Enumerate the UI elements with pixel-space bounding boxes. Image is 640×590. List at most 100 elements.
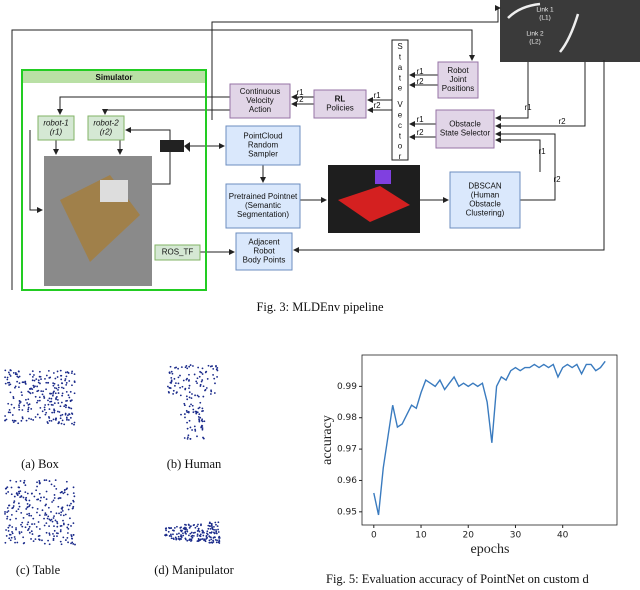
cloud-point (35, 378, 38, 381)
cloud-point (201, 407, 204, 410)
cloud-point (45, 381, 48, 384)
cloud-point (208, 541, 211, 544)
cloud-point (64, 513, 67, 516)
cloud-point (31, 506, 34, 509)
cloud-point (64, 379, 66, 382)
cloud-point (194, 394, 196, 397)
cloud-point (48, 480, 51, 482)
cloud-point (33, 379, 36, 382)
cloud-point (48, 408, 51, 411)
cloud-point (197, 395, 200, 398)
cloud-point (36, 511, 38, 514)
render-label: (L1) (539, 15, 551, 22)
node-label: State Selector (440, 129, 491, 138)
cloud-point (53, 535, 55, 538)
cloud-point (45, 522, 48, 524)
node-label: Pretrained Pointnet (229, 192, 298, 201)
cloud-point (213, 532, 216, 535)
cloud-point (43, 517, 45, 520)
cloud-point (172, 533, 174, 536)
cloud-point (66, 532, 69, 534)
cloud-point (18, 531, 21, 533)
cloud-point (53, 382, 56, 385)
cloud-point (57, 389, 59, 391)
cloud-point (170, 527, 173, 529)
cloud-point (48, 532, 51, 535)
cloud-point (214, 538, 217, 541)
cloud-point (56, 398, 59, 401)
cloud-point (206, 536, 209, 539)
cloud-point (201, 538, 204, 540)
node-box (235, 232, 293, 271)
cloud-point (59, 417, 62, 420)
cloud-point (68, 504, 71, 507)
cloud-point (67, 419, 70, 421)
cloud-point (54, 392, 57, 395)
cloud-point (27, 408, 30, 411)
cloud-point (22, 516, 25, 519)
cloud-point (5, 529, 7, 531)
cloud-point (14, 541, 16, 544)
cloud-point (48, 543, 51, 546)
cloud-point (66, 536, 69, 539)
cloud-point (36, 481, 38, 484)
cloud-point (192, 365, 194, 367)
cloud-point (206, 530, 209, 533)
cloud-point (47, 506, 50, 509)
edge-label: r2 (558, 117, 566, 126)
cloud-point (18, 375, 21, 378)
cloud-point (48, 397, 51, 400)
cloud-point (65, 383, 68, 386)
cloud-point (41, 509, 44, 512)
cloud-point (7, 491, 10, 493)
cloud-point (6, 376, 9, 379)
cloud-point (213, 525, 215, 528)
cloud-point (73, 421, 76, 424)
cloud-point (22, 496, 25, 499)
y-tick-label: 0.97 (337, 445, 357, 455)
sim-robot (100, 180, 128, 202)
cloud-point (194, 531, 196, 534)
cloud-point (53, 515, 55, 518)
cloud-point (56, 520, 58, 523)
cloud-point (20, 391, 23, 394)
cloud-point (52, 539, 55, 541)
node-label: t (399, 73, 402, 82)
cloud-point (48, 525, 50, 528)
cloud-point (73, 423, 75, 426)
cloud-point (11, 526, 14, 528)
cloud-point (62, 523, 65, 526)
cloud-point (51, 411, 54, 414)
cloud-point (167, 390, 170, 393)
cloud-point (21, 521, 24, 524)
edge-label: r1 (416, 67, 424, 76)
node-label: Sampler (248, 150, 278, 159)
cloud-point (4, 541, 7, 544)
cloud-point (177, 535, 180, 538)
cloud-point (216, 376, 218, 378)
cloud-point (60, 511, 63, 514)
cloud-point (32, 419, 35, 421)
cloud-point (165, 529, 168, 532)
cloud-point (169, 365, 172, 368)
cloud-point (7, 510, 10, 512)
cloud-point (36, 413, 39, 416)
cloud-point (215, 530, 218, 533)
cloud-point (21, 525, 24, 528)
cloud-point (47, 403, 50, 406)
cloud-point (14, 385, 17, 388)
cloud-point (177, 537, 180, 540)
cloud-point (63, 423, 66, 426)
cloud-point (31, 492, 33, 495)
node-label: robot-1 (43, 119, 68, 128)
cloud-point (62, 536, 65, 539)
cloud-point (46, 517, 49, 520)
cloud-point (13, 500, 16, 502)
seg-human (375, 170, 391, 184)
cloud-point (71, 541, 74, 544)
cloud-point (20, 531, 23, 534)
cloud-point (57, 422, 60, 425)
cloud-point (71, 507, 74, 510)
cloud-point (198, 375, 201, 378)
line-series (373, 360, 606, 516)
